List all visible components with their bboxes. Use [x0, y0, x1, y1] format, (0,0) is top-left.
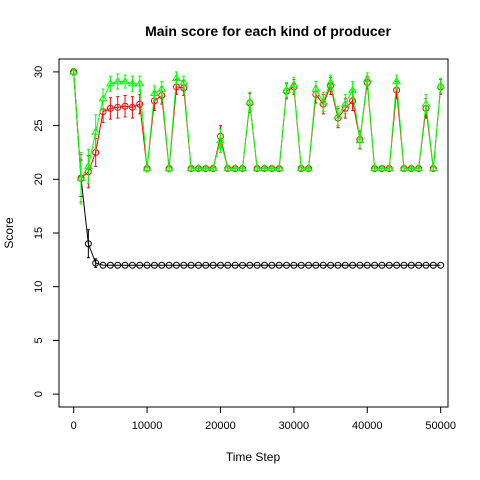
- axes: 0 10000 20000 30000 40000 50000 0 5 10 15 20 25 30: [33, 66, 456, 432]
- x-axis-label: Time Step: [226, 450, 281, 464]
- series-2: [70, 68, 444, 204]
- series-line: [74, 72, 441, 178]
- y-tick-label: 0: [33, 391, 45, 397]
- y-tick-label: 25: [33, 119, 45, 131]
- x-tick-label: 50000: [425, 420, 456, 432]
- y-tick-label: 15: [33, 227, 45, 239]
- x-tick-label: 40000: [352, 420, 383, 432]
- x-tick-label: 10000: [132, 420, 163, 432]
- x-tick-label: 30000: [279, 420, 310, 432]
- y-tick-label: 20: [33, 173, 45, 185]
- series-line: [74, 72, 441, 178]
- y-tick-label: 10: [33, 281, 45, 293]
- series-layer: [70, 68, 444, 268]
- series-1: [71, 69, 444, 202]
- y-axis-label: Score: [2, 217, 16, 249]
- x-tick-label: 20000: [205, 420, 236, 432]
- y-tick-label: 5: [33, 337, 45, 343]
- x-tick-label: 0: [71, 420, 77, 432]
- chart-title: Main score for each kind of producer: [145, 23, 391, 39]
- y-tick-label: 30: [33, 66, 45, 78]
